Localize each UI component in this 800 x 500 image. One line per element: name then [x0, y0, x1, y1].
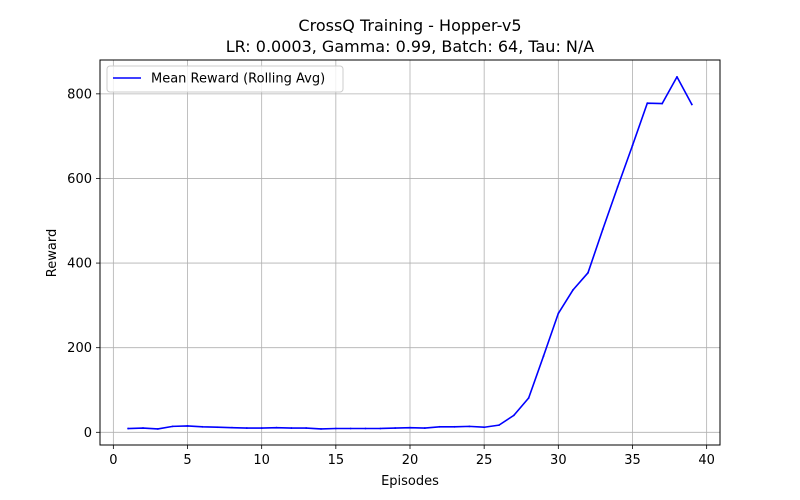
data-point — [171, 425, 174, 428]
data-point — [409, 426, 411, 429]
data-point — [646, 102, 649, 105]
y-tick-label: 0 — [84, 426, 92, 441]
data-point — [572, 288, 575, 291]
data-point — [364, 427, 367, 430]
gridlines — [100, 60, 720, 445]
x-tick-label: 10 — [253, 453, 270, 468]
data-point — [231, 426, 233, 429]
data-point — [483, 426, 486, 429]
x-tick-label: 25 — [476, 453, 493, 468]
x-tick-label: 5 — [183, 453, 191, 468]
legend-box — [106, 65, 344, 93]
data-point — [275, 426, 278, 429]
chart-title: CrossQ Training - Hopper-v5 — [298, 16, 521, 35]
x-axis: 0 5 10 15 20 25 30 35 40 — [109, 445, 715, 468]
y-tick-label: 800 — [67, 87, 92, 102]
data-point — [320, 428, 322, 430]
data-point — [690, 103, 693, 106]
data-point — [453, 425, 456, 428]
data-point — [631, 144, 634, 147]
data-point — [290, 427, 293, 429]
y-axis-label: Reward — [45, 229, 60, 277]
x-tick-label: 0 — [109, 453, 117, 468]
data-point — [349, 427, 352, 430]
data-point — [527, 397, 530, 399]
data-point — [542, 355, 545, 358]
data-point — [142, 427, 144, 429]
legend: Mean Reward (Rolling Avg) — [106, 65, 344, 93]
data-point — [186, 425, 189, 427]
chart-subtitle: LR: 0.0003, Gamma: 0.99, Batch: 64, Tau:… — [226, 37, 595, 56]
y-tick-label: 200 — [67, 341, 92, 356]
x-axis-label: Episodes — [381, 474, 439, 489]
legend-label: Mean Reward (Rolling Avg) — [151, 72, 325, 87]
y-tick-label: 400 — [67, 257, 92, 272]
data-point — [616, 186, 619, 188]
x-tick-label: 35 — [624, 453, 641, 468]
data-point — [423, 427, 426, 429]
data-point — [379, 427, 382, 430]
data-point — [216, 426, 219, 429]
data-point — [156, 428, 159, 430]
data-point — [676, 76, 678, 78]
data-point — [587, 271, 589, 274]
data-point — [201, 425, 204, 428]
data-point — [260, 427, 263, 429]
data-point — [661, 102, 664, 105]
data-point — [394, 427, 397, 429]
x-tick-label: 30 — [550, 453, 567, 468]
y-axis: 0 200 400 600 800 — [67, 87, 100, 441]
y-tick-label: 600 — [67, 172, 92, 187]
series-layer — [127, 76, 693, 430]
data-point — [512, 414, 515, 417]
x-tick-label: 15 — [328, 453, 345, 468]
x-tick-label: 40 — [698, 453, 715, 468]
data-point — [601, 228, 604, 231]
data-point — [305, 427, 308, 429]
data-point — [245, 427, 248, 429]
x-tick-label: 20 — [402, 453, 419, 468]
data-point — [498, 424, 500, 427]
data-point — [127, 427, 130, 430]
data-point — [557, 312, 560, 315]
data-point — [334, 427, 337, 430]
data-point — [438, 425, 441, 428]
data-point — [468, 425, 471, 428]
